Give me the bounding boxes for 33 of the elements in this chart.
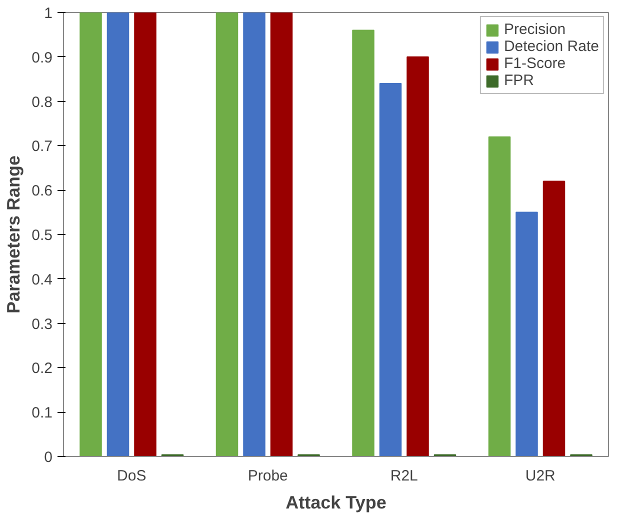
bar xyxy=(134,12,156,456)
x-tick-label: DoS xyxy=(117,468,146,484)
y-tick-label: 0.9 xyxy=(32,49,53,66)
x-tick-label: U2R xyxy=(525,468,556,484)
y-tick-label: 0.7 xyxy=(32,138,53,156)
x-tick-label: Probe xyxy=(248,468,288,484)
bar xyxy=(270,12,293,456)
y-axis-title: Parameters Range xyxy=(4,155,24,314)
y-tick-label: 0.3 xyxy=(32,316,53,333)
bar xyxy=(352,30,374,456)
bar xyxy=(542,180,566,456)
bar xyxy=(379,83,402,456)
legend-label: Precision xyxy=(504,21,566,38)
legend-label: FPR xyxy=(504,72,534,89)
y-tick-label: 0.6 xyxy=(32,182,53,200)
bar xyxy=(106,12,130,456)
x-axis-title: Attack Type xyxy=(286,492,386,512)
bar xyxy=(488,136,511,456)
bar xyxy=(216,12,238,456)
y-tick-label: 0.5 xyxy=(32,227,53,244)
x-tick-label: R2L xyxy=(390,468,418,484)
y-tick-label: 0.8 xyxy=(32,94,53,111)
bar xyxy=(516,212,538,456)
y-tick-label: 0.4 xyxy=(32,271,53,288)
y-tick-label: 0 xyxy=(44,449,52,466)
legend-label: F1-Score xyxy=(504,55,566,72)
bar xyxy=(406,56,429,456)
y-tick-label: 1 xyxy=(44,5,52,22)
legend-label: Detecion Rate xyxy=(504,38,599,55)
y-tick-label: 0.2 xyxy=(32,360,53,378)
bar xyxy=(80,12,102,456)
y-tick-label: 0.1 xyxy=(32,404,53,422)
bar xyxy=(243,12,266,456)
